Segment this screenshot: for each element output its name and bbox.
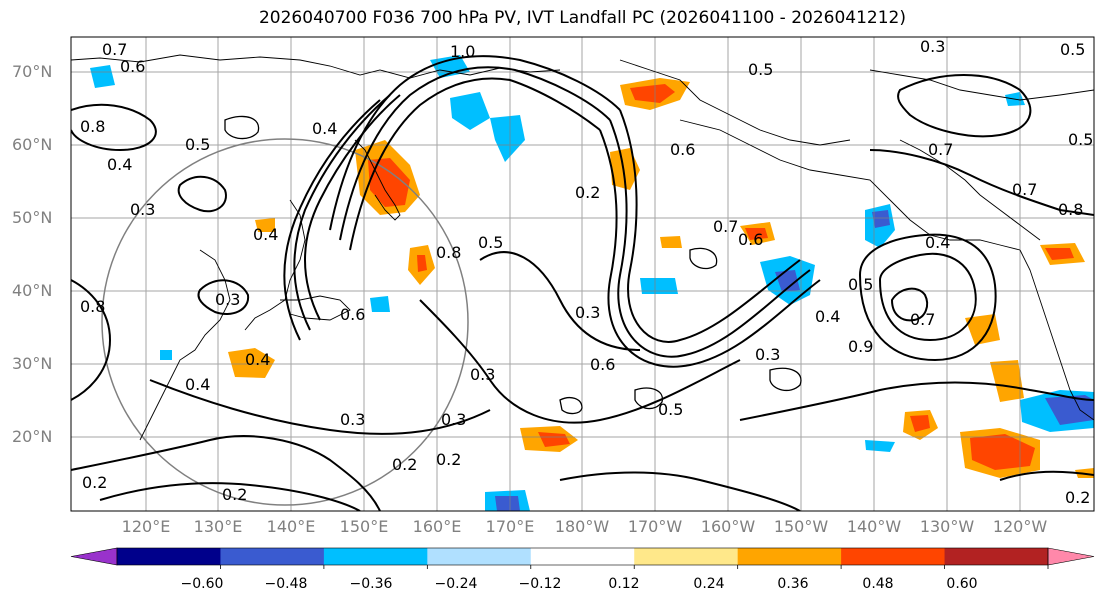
map-frame [70, 36, 1095, 512]
contour-label: 0.3 [755, 345, 780, 364]
contour-label: 0.3 [340, 410, 365, 429]
contour-label: 1.0 [450, 42, 475, 61]
contour-label: 0.5 [478, 233, 503, 252]
figure-title: 2026040700 F036 700 hPa PV, IVT Landfall… [258, 8, 906, 28]
contour-label: 0.6 [590, 355, 615, 374]
coastlines [71, 54, 1094, 441]
contour-label: 0.3 [470, 365, 495, 384]
lat-label-70n: 70°N [12, 62, 53, 81]
contour-label: 0.7 [928, 140, 953, 159]
contour-labels: 0.7 0.6 1.0 0.5 0.4 0.8 0.4 0.5 0.6 0.3 … [80, 37, 1093, 507]
colorbar-tick-label: 0.48 [862, 576, 894, 592]
contour-label: 0.2 [392, 455, 417, 474]
contour-label: 0.9 [848, 337, 873, 356]
colorbar-extend-low [70, 547, 118, 566]
contour-label: 0.5 [848, 275, 873, 294]
contour-label: 0.8 [80, 297, 105, 316]
contour-label: 0.5 [748, 60, 773, 79]
colorbar-frame [116, 547, 1049, 566]
contour-label: 0.6 [120, 57, 145, 76]
lon-label-130w: 130°W [919, 517, 975, 536]
colorbar-tick-label: −0.60 [180, 576, 224, 592]
contour-label: 0.4 [925, 233, 950, 252]
colorbar-tick-label: 0.36 [777, 576, 809, 592]
lon-label-140e: 140°E [266, 517, 316, 536]
colorbar-tick-label: 0.24 [693, 576, 725, 592]
contour-label: 0.2 [222, 485, 247, 504]
lon-label-120e: 120°E [121, 517, 171, 536]
contour-label: 0.7 [102, 40, 127, 59]
colorbar-tick-label: −0.24 [434, 576, 478, 592]
colorbar-segment [323, 548, 428, 565]
contour-label: 0.6 [340, 305, 365, 324]
contour-label: 0.8 [1058, 200, 1083, 219]
contour-label: 0.5 [658, 400, 683, 419]
contour-label: 0.7 [713, 217, 738, 236]
lat-label-20n: 20°N [12, 427, 53, 446]
colorbar-segment [634, 548, 739, 565]
colorbar-tick-label: 0.12 [608, 576, 640, 592]
lon-label-160w: 160°W [700, 517, 756, 536]
contour-label: 0.4 [107, 155, 132, 174]
colorbar-segment [737, 548, 842, 565]
contour-label: 0.4 [312, 119, 337, 138]
pv-contours [71, 55, 1094, 511]
contour-label: 0.3 [215, 290, 240, 309]
contour-label: 0.3 [130, 200, 155, 219]
lon-label-140w: 140°W [846, 517, 902, 536]
colorbar-tick-label: 0.60 [946, 576, 978, 592]
lon-label-160e: 160°E [412, 517, 462, 536]
colorbar-segment [530, 548, 635, 565]
colorbar-segment [427, 548, 532, 565]
colorbar-segment [220, 548, 325, 565]
colorbar-tick-label: −0.12 [518, 576, 562, 592]
contour-label: 0.4 [185, 375, 210, 394]
lon-label-150w: 150°W [773, 517, 829, 536]
colorbar-segment [117, 548, 221, 565]
lat-label-60n: 60°N [12, 135, 53, 154]
colorbar-tick-label: −0.36 [349, 576, 393, 592]
lat-label-30n: 30°N [12, 354, 53, 373]
gridlines [71, 37, 1094, 511]
contour-label: 0.7 [910, 310, 935, 329]
contour-label: 0.5 [185, 135, 210, 154]
lon-label-170e: 170°E [485, 517, 535, 536]
lon-label-180w: 180°W [554, 517, 610, 536]
colorbar-tick-label: −0.48 [264, 576, 308, 592]
colorbar-segment [841, 548, 946, 565]
lon-label-170w: 170°W [627, 517, 683, 536]
lon-label-150e: 150°E [339, 517, 389, 536]
contour-label: 0.2 [1065, 488, 1090, 507]
contour-label: 0.3 [920, 37, 945, 56]
contour-label: 0.5 [1060, 40, 1085, 59]
contour-label: 0.6 [738, 230, 763, 249]
contour-label: 0.2 [82, 473, 107, 492]
contour-label: 0.8 [436, 243, 461, 262]
colorbar [70, 547, 1095, 569]
contour-label: 0.7 [1012, 180, 1037, 199]
colorbar-segment [944, 548, 1049, 565]
contour-label: 0.6 [670, 140, 695, 159]
landfall-region-circle [101, 138, 469, 506]
lat-label-40n: 40°N [12, 281, 53, 300]
colorbar-extend-high [1047, 547, 1095, 566]
contour-label: 0.5 [1068, 130, 1093, 149]
contour-label: 0.4 [815, 307, 840, 326]
contour-label: 0.4 [253, 225, 278, 244]
contour-label: 0.3 [575, 303, 600, 322]
contour-label: 0.2 [575, 183, 600, 202]
contour-label: 0.4 [245, 350, 270, 369]
lon-label-120w: 120°W [992, 517, 1048, 536]
pv-contours-minor [224, 115, 802, 415]
lat-label-50n: 50°N [12, 208, 53, 227]
contour-label: 0.2 [436, 450, 461, 469]
contour-label: 0.8 [80, 117, 105, 136]
lon-label-130e: 130°E [193, 517, 243, 536]
contour-label: 0.3 [441, 410, 466, 429]
